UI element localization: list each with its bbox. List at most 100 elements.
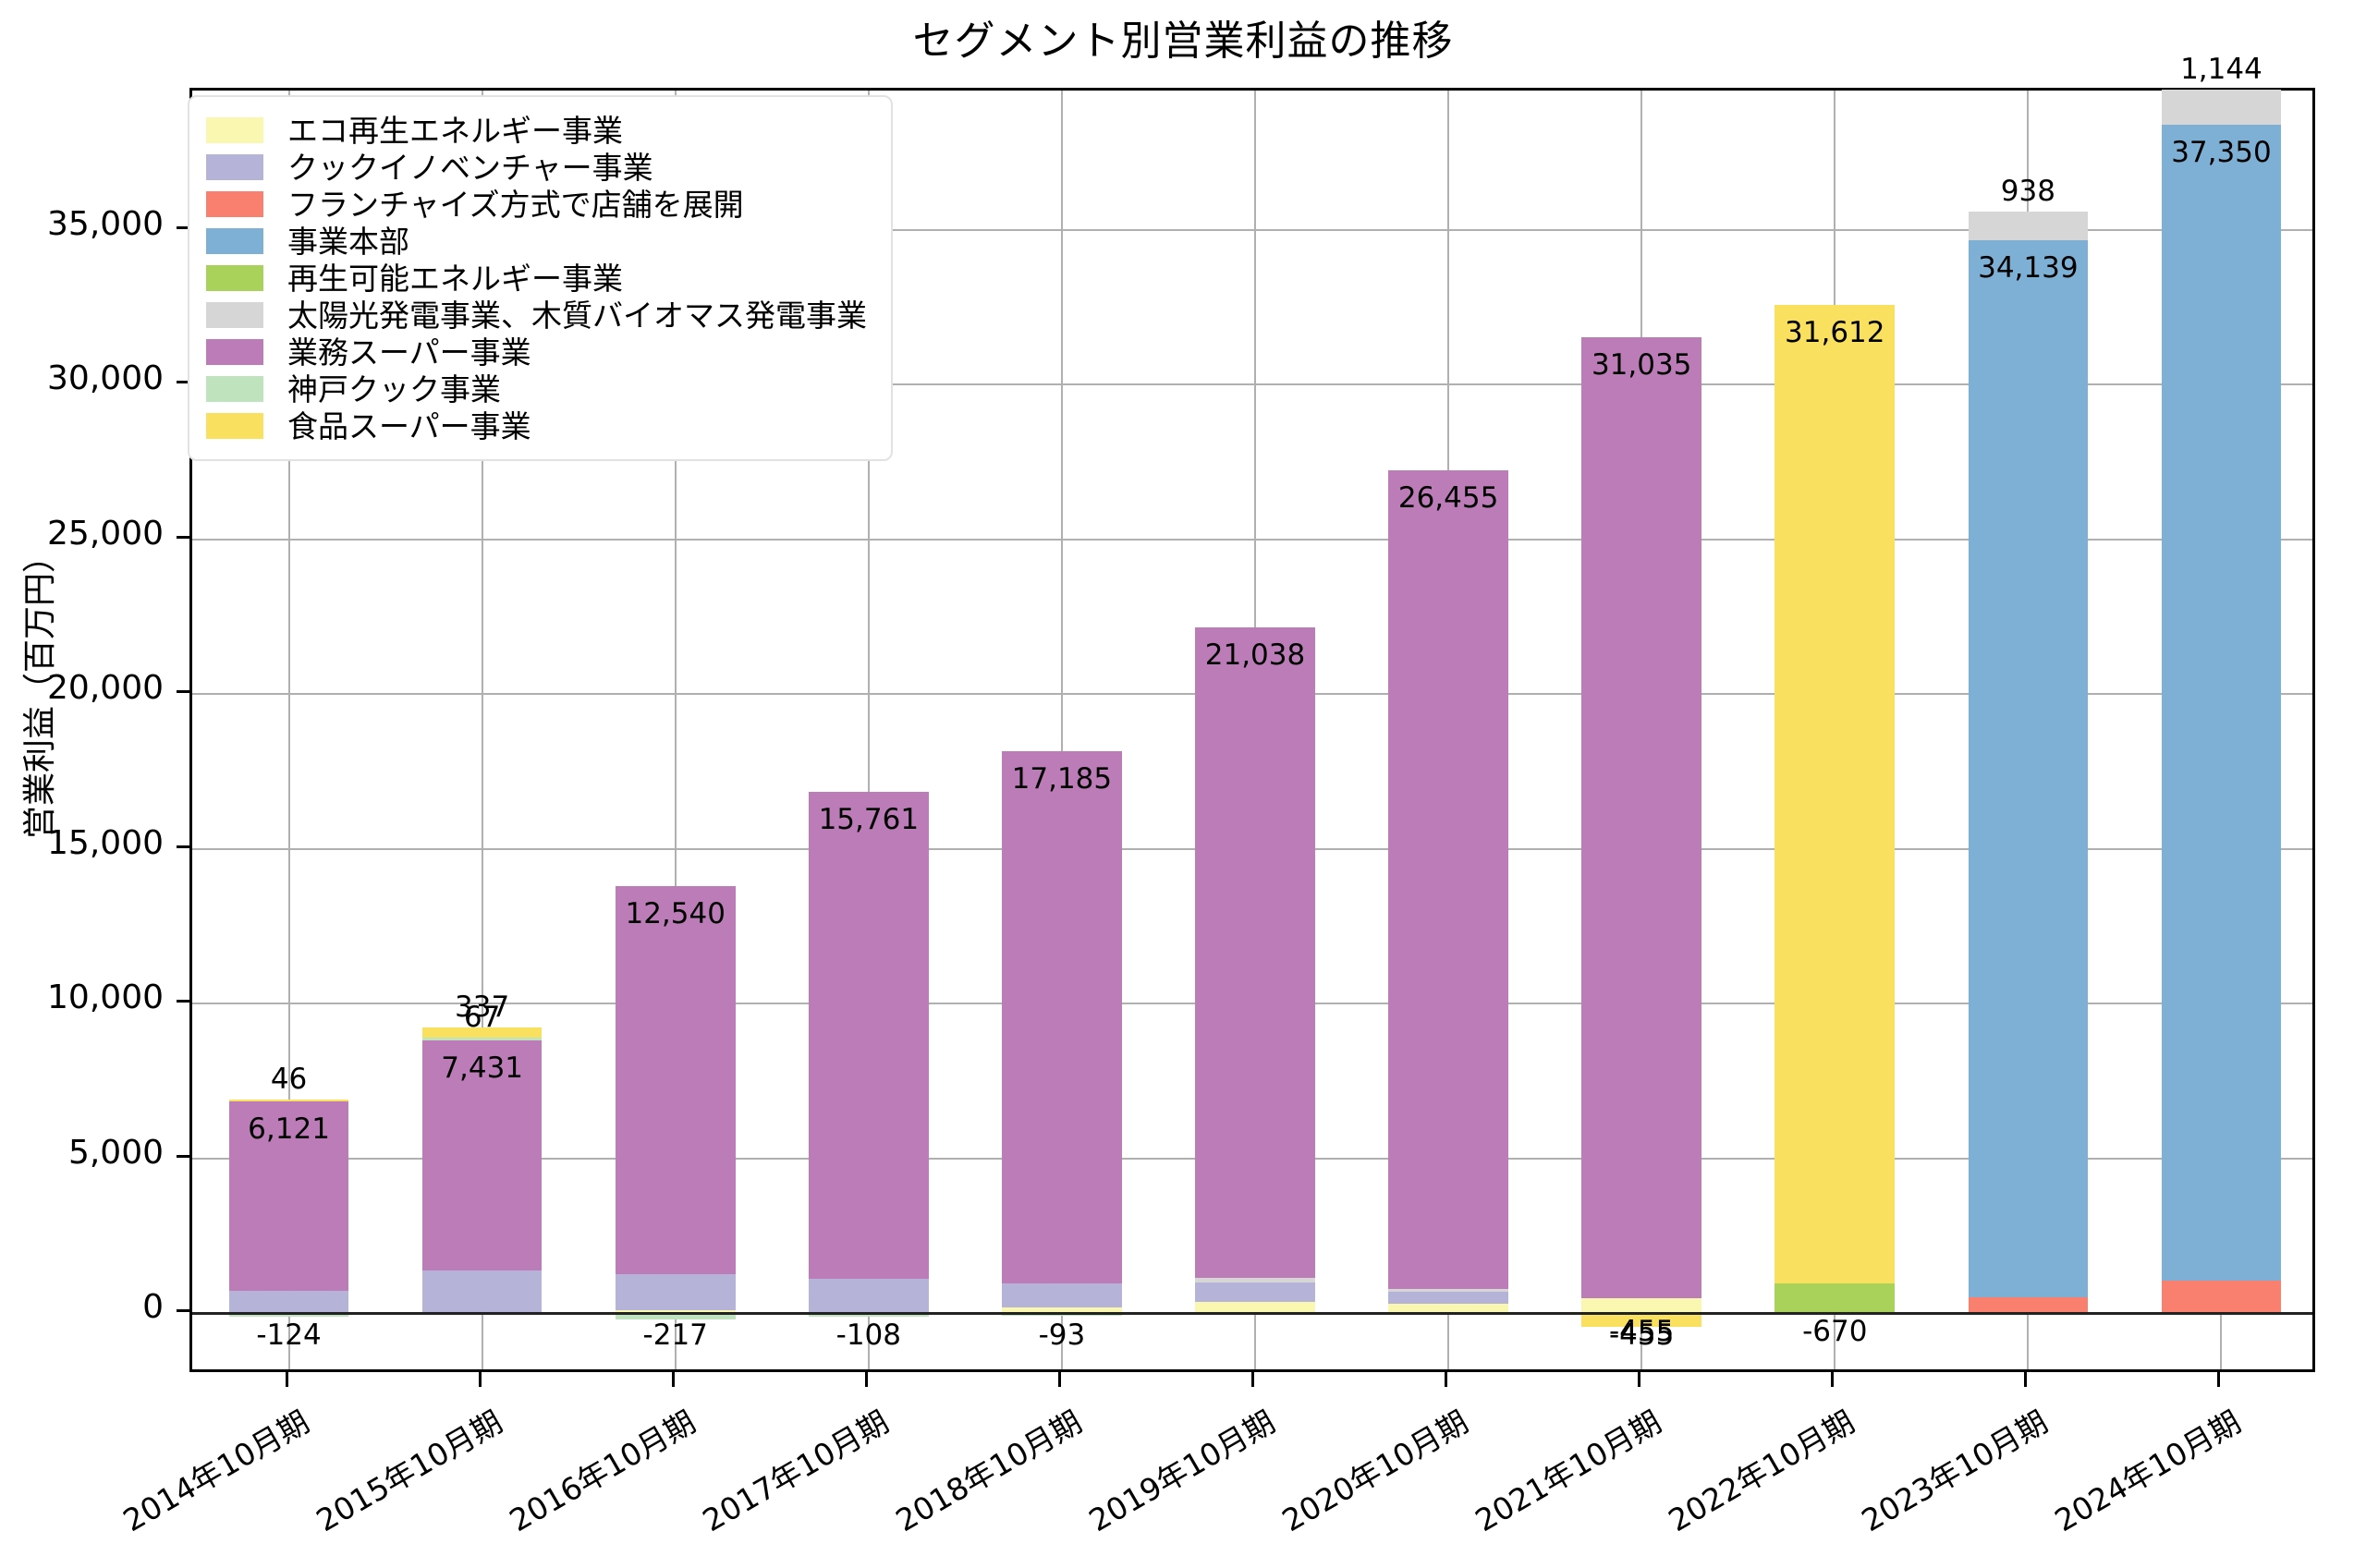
x-axis-tick-label: 2015年10月期 xyxy=(310,1404,508,1539)
x-axis-tick-label: 2021年10月期 xyxy=(1469,1404,1668,1539)
bar-segment[interactable] xyxy=(1774,304,1896,1283)
bar-segment[interactable] xyxy=(1388,1303,1508,1313)
legend-item[interactable]: 太陽光発電事業、木質バイオマス発電事業 xyxy=(206,297,867,334)
gridline-vertical xyxy=(287,91,290,1369)
bar-segment[interactable] xyxy=(421,1039,543,1270)
legend-item-label: 業務スーパー事業 xyxy=(287,334,531,371)
bar-segment[interactable] xyxy=(1002,751,1122,1283)
bar-segment[interactable] xyxy=(2161,89,2282,126)
y-axis-tick-label: 0 xyxy=(142,1288,164,1326)
x-axis-tick-mark xyxy=(2024,1372,2028,1387)
bar-value-label: -93 xyxy=(1038,1319,1086,1352)
legend-item-label: フランチャイズ方式で店舗を展開 xyxy=(287,186,744,223)
legend-swatch-icon xyxy=(206,376,263,402)
y-axis-tick-label: 15,000 xyxy=(47,823,164,862)
bar-value-label: -108 xyxy=(835,1319,901,1352)
y-axis-tick-mark xyxy=(177,690,189,694)
x-axis-tick-mark xyxy=(1057,1372,1061,1387)
x-axis-tick-mark xyxy=(864,1372,868,1387)
x-axis-tick-label: 2024年10月期 xyxy=(2049,1404,2248,1539)
bar-segment[interactable] xyxy=(228,1290,349,1313)
x-axis-tick-label: 2020年10月期 xyxy=(1275,1404,1475,1539)
bar-segment[interactable] xyxy=(2161,1281,2282,1313)
x-axis-tick-mark xyxy=(1831,1372,1835,1387)
bar-group[interactable]: 48031,035-455-455 xyxy=(1581,91,1701,1375)
x-axis-tick-label: 2017年10月期 xyxy=(696,1404,895,1539)
page-title: セグメント別営業利益の推移 xyxy=(912,18,1454,65)
legend-item-label: 事業本部 xyxy=(287,223,409,260)
bar-segment[interactable] xyxy=(1388,1288,1508,1293)
x-axis-tick-mark xyxy=(1251,1372,1254,1387)
gridline-vertical xyxy=(674,91,677,1369)
legend-item-label: 食品スーパー事業 xyxy=(287,407,531,444)
bar-segment[interactable] xyxy=(1195,1301,1315,1313)
bar-group[interactable]: 3043799426,455 xyxy=(1388,91,1508,1375)
bar-segment[interactable] xyxy=(809,1279,929,1313)
legend-item-label: クックイノベンチャー事業 xyxy=(287,149,653,186)
y-axis-tick-label: 30,000 xyxy=(47,359,164,398)
bar-segment[interactable] xyxy=(1195,1282,1315,1302)
bar-segment[interactable] xyxy=(1581,1313,1701,1328)
legend-item[interactable]: 食品スーパー事業 xyxy=(206,407,867,444)
y-axis-tick-mark xyxy=(177,535,189,539)
legend-item-label: 神戸クック事業 xyxy=(287,371,501,407)
legend-item[interactable]: 事業本部 xyxy=(206,223,867,260)
bar-segment[interactable] xyxy=(228,1100,349,1102)
bar-segment[interactable] xyxy=(809,791,929,1280)
gridline-vertical xyxy=(481,91,483,1369)
gridline-vertical xyxy=(867,91,870,1369)
gridline-horizontal xyxy=(192,538,2312,541)
bar-segment[interactable] xyxy=(615,1313,736,1320)
y-axis-tick-label: 10,000 xyxy=(47,978,164,1017)
bar-segment[interactable] xyxy=(1002,1307,1122,1313)
legend-item[interactable]: 業務スーパー事業 xyxy=(206,334,867,371)
bar-segment[interactable] xyxy=(1968,1296,2089,1313)
bar-segment[interactable] xyxy=(1581,1297,1701,1313)
bar-segment[interactable] xyxy=(1774,1282,1896,1313)
legend-item[interactable]: 再生可能エネルギー事業 xyxy=(206,260,867,297)
y-axis-tick-label: 20,000 xyxy=(47,669,164,708)
legend-item[interactable]: クックイノベンチャー事業 xyxy=(206,149,867,186)
legend-item[interactable]: 神戸クック事業 xyxy=(206,371,867,407)
y-axis-tick-label: 25,000 xyxy=(47,514,164,553)
bar-segment[interactable] xyxy=(1388,469,1508,1289)
bar-group[interactable]: 97031,612-670 xyxy=(1774,91,1896,1375)
bar-value-label: 938 xyxy=(2000,174,2055,208)
bar-segment[interactable] xyxy=(615,1273,736,1311)
bar-segment[interactable] xyxy=(1968,240,2089,1297)
gridline-horizontal xyxy=(192,228,2312,231)
gridline-vertical xyxy=(1060,91,1063,1369)
legend-item[interactable]: エコ再生エネルギー事業 xyxy=(206,112,867,149)
bar-group[interactable]: 36163512421,038 xyxy=(1195,91,1315,1375)
x-axis-tick-label: 2016年10月期 xyxy=(503,1404,701,1539)
bar-segment[interactable] xyxy=(1195,1278,1315,1282)
x-axis-tick-label: 2022年10月期 xyxy=(1662,1404,1861,1539)
y-axis-tick-label: 5,000 xyxy=(67,1133,164,1172)
x-axis-tick-label: 2014年10月期 xyxy=(116,1404,315,1539)
bar-segment[interactable] xyxy=(421,1038,543,1040)
bar-group[interactable]: 16679117,185-93 xyxy=(1002,91,1122,1375)
y-axis-tick-mark xyxy=(177,845,189,848)
bar-segment[interactable] xyxy=(1388,1292,1508,1304)
x-axis-tick-mark xyxy=(1638,1372,1641,1387)
y-axis-tick-mark xyxy=(177,225,189,229)
legend-item-label: 太陽光発電事業、木質バイオマス発電事業 xyxy=(287,297,867,334)
y-axis-tick-mark xyxy=(177,1000,189,1003)
bar-segment[interactable] xyxy=(1002,1282,1122,1308)
x-axis-tick-mark xyxy=(478,1372,482,1387)
bar-segment[interactable] xyxy=(615,885,736,1274)
bar-segment[interactable] xyxy=(228,1313,349,1318)
bar-segment[interactable] xyxy=(228,1100,349,1291)
legend-item[interactable]: フランチャイズ方式で店舗を展開 xyxy=(206,186,867,223)
bar-segment[interactable] xyxy=(615,1310,736,1313)
bar-segment[interactable] xyxy=(1968,211,2089,241)
bar-segment[interactable] xyxy=(421,1270,543,1313)
bar-segment[interactable] xyxy=(421,1027,543,1039)
x-axis-tick-mark xyxy=(2217,1372,2221,1387)
bar-segment[interactable] xyxy=(2161,125,2282,1282)
bar-segment[interactable] xyxy=(1195,626,1315,1279)
x-axis-tick-mark xyxy=(285,1372,288,1387)
bar-segment[interactable] xyxy=(1581,337,1701,1298)
